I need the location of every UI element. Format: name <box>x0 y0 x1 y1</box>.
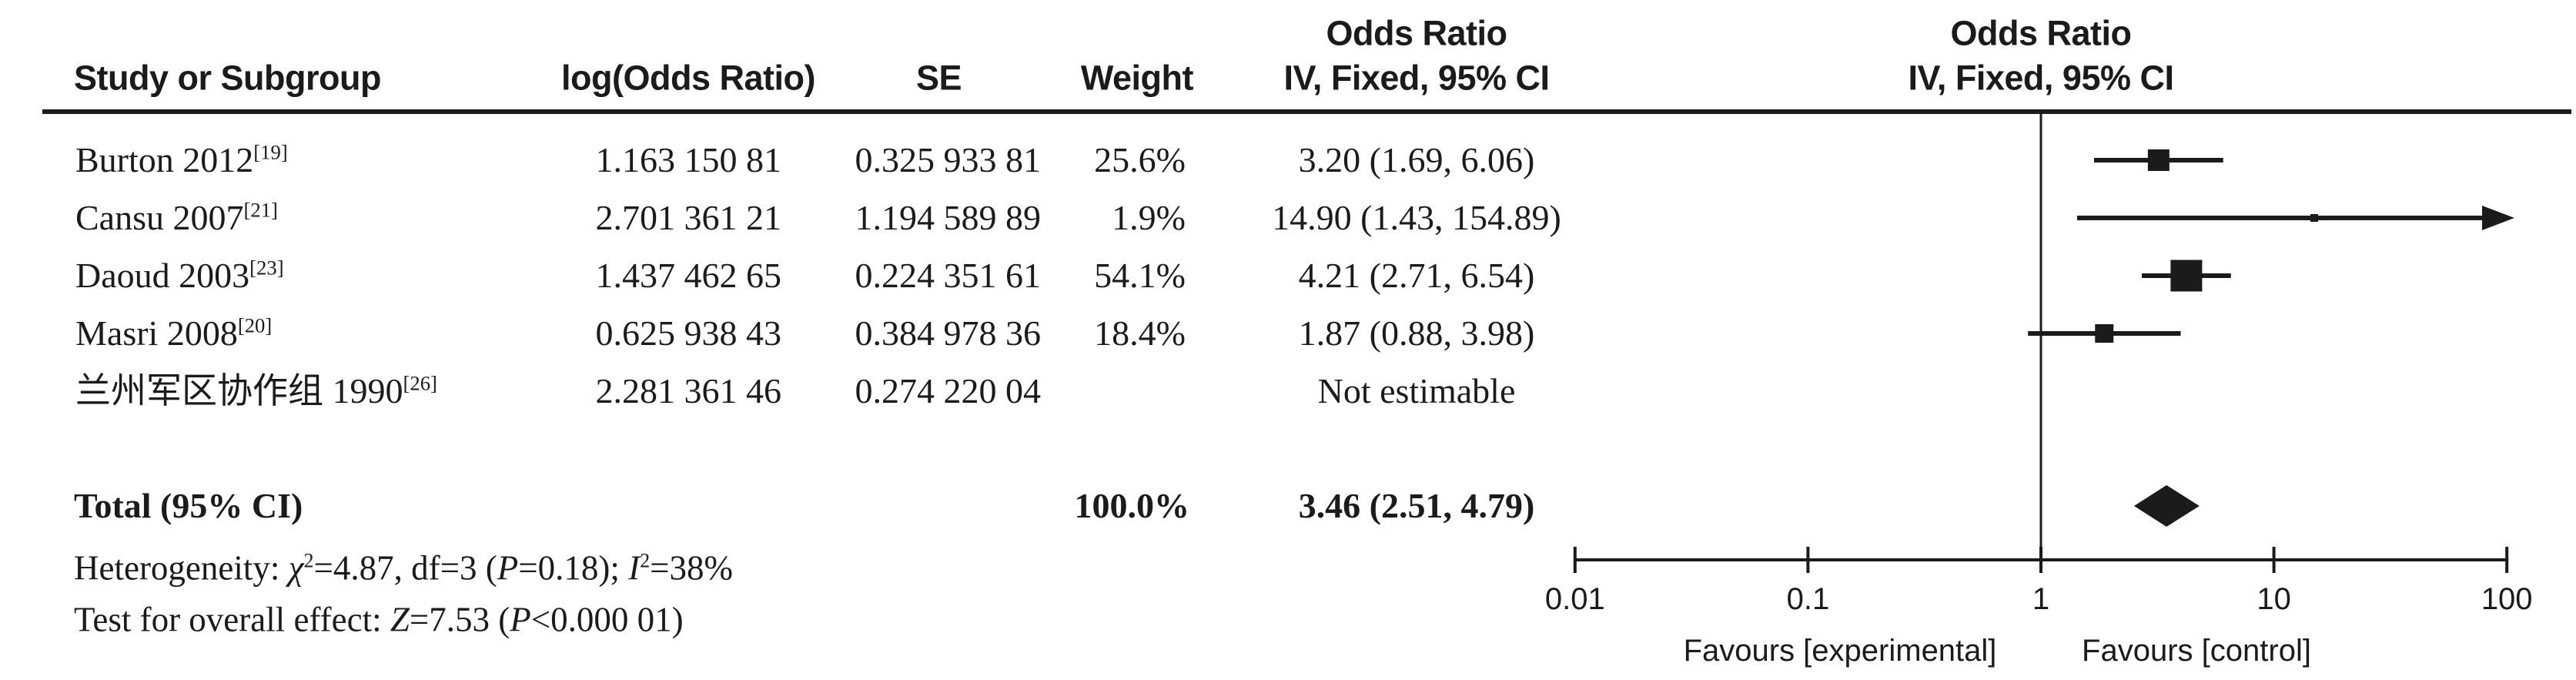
axis-tick-label: 1 <box>2032 582 2050 616</box>
stat-text-part: P <box>510 600 531 639</box>
log-or-value: 0.625 938 43 <box>595 313 782 353</box>
stat-text-part: =4.87, df=3 ( <box>313 548 497 588</box>
stat-text-part: Heterogeneity: <box>74 548 289 588</box>
log-or-value: 1.163 150 81 <box>595 140 782 179</box>
col-header-weight: Weight <box>1080 58 1194 98</box>
stat-text-part: χ <box>288 548 304 588</box>
or-ci-value: 14.90 (1.43, 154.89) <box>1272 198 1561 237</box>
se-value: 0.274 220 04 <box>855 371 1042 410</box>
log-or-value: 2.701 361 21 <box>595 198 782 237</box>
total-label: Total (95% CI) <box>74 486 303 525</box>
axis-tick-label: 10 <box>2257 582 2291 616</box>
ci-arrow-right <box>2482 206 2514 230</box>
weight-value: 1.9% <box>1112 198 1186 237</box>
reference-superscript: [19] <box>253 140 288 164</box>
weight-value: 25.6% <box>1094 140 1186 179</box>
col-header-se: SE <box>915 58 962 98</box>
or-ci-value: 1.87 (0.88, 3.98) <box>1298 313 1535 353</box>
favours-experimental-label: Favours [experimental] <box>1683 634 1997 668</box>
reference-superscript: [20] <box>237 313 273 337</box>
stat-text-part: =38% <box>650 548 734 588</box>
stat-text-part: I <box>628 548 641 588</box>
study-label: 兰州军区协作组 1990[26] <box>75 371 437 410</box>
superscript: 2 <box>303 549 314 572</box>
superscript: 2 <box>640 549 651 572</box>
header-rule <box>42 109 2571 114</box>
weight-value: 18.4% <box>1094 313 1186 353</box>
stat-text-part: Z <box>390 600 410 639</box>
col-header-or-ci: IV, Fixed, 95% CI <box>1283 58 1551 98</box>
heterogeneity-text: Heterogeneity: χ2=4.87, df=3 (P=0.18); I… <box>74 551 733 586</box>
log-or-value: 2.281 361 46 <box>595 371 782 410</box>
stat-text-part: P <box>497 548 519 588</box>
se-value: 1.194 589 89 <box>855 198 1042 237</box>
stat-text-part: =0.18); <box>518 548 629 588</box>
or-ci-value: 4.21 (2.71, 6.54) <box>1298 256 1535 295</box>
axis-tick-label: 100 <box>2481 582 2533 616</box>
axis-tick-label: 0.1 <box>1786 582 1830 616</box>
total-or-ci-value: 3.46 (2.51, 4.79) <box>1298 486 1535 525</box>
log-or-value: 1.437 462 65 <box>595 256 782 295</box>
favours-control-label: Favours [control] <box>2082 634 2311 668</box>
effect-square <box>2170 260 2203 292</box>
effect-square <box>2310 214 2319 222</box>
reference-superscript: [23] <box>249 256 284 280</box>
plot-column-header-top: Odds Ratio <box>1950 13 2132 53</box>
total-diamond <box>2133 485 2200 527</box>
or-ci-value: Not estimable <box>1317 371 1516 410</box>
se-value: 0.224 351 61 <box>855 256 1042 295</box>
col-header-log-or: log(Odds Ratio) <box>561 58 815 98</box>
effect-square <box>2147 149 2170 171</box>
study-label: Masri 2008[20] <box>75 313 273 353</box>
col-header-study: Study or Subgroup <box>74 58 381 98</box>
or-text-column-header-top: Odds Ratio <box>1326 13 1507 53</box>
se-value: 0.325 933 81 <box>855 140 1042 179</box>
study-label: Burton 2012[19] <box>75 140 288 179</box>
stat-text-part: =7.53 ( <box>409 600 510 639</box>
reference-superscript: [21] <box>243 198 278 222</box>
plot-header-or-ci: IV, Fixed, 95% CI <box>1908 58 2175 98</box>
overall-effect-text: Test for overall effect: Z=7.53 (P<0.000… <box>74 600 684 639</box>
study-label: Cansu 2007[21] <box>75 198 278 237</box>
or-ci-value: 3.20 (1.69, 6.06) <box>1298 140 1535 179</box>
se-value: 0.384 978 36 <box>855 313 1042 353</box>
reference-superscript: [26] <box>403 371 437 395</box>
stat-text-part: <0.000 01) <box>530 600 684 639</box>
weight-value: 54.1% <box>1094 256 1186 295</box>
study-label: Daoud 2003[23] <box>75 256 284 295</box>
total-weight-value: 100.0% <box>1074 486 1190 525</box>
axis-tick-label: 0.01 <box>1544 582 1605 616</box>
effect-square <box>2095 324 2114 343</box>
stat-text-part: Test for overall effect: <box>74 600 390 639</box>
